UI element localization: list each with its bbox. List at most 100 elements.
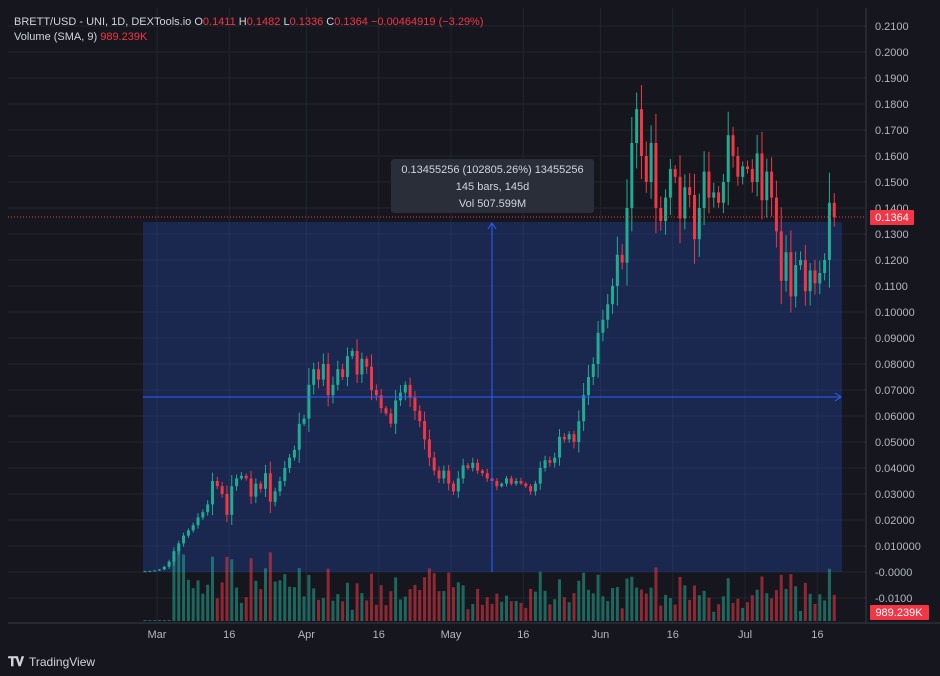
volume-bar	[707, 597, 711, 621]
volume-bar	[664, 594, 668, 621]
volume-bar	[418, 589, 422, 621]
candle-body	[437, 470, 441, 479]
volume-label[interactable]: Volume (SMA, 9)	[14, 31, 98, 43]
candle-body	[553, 457, 557, 463]
volume-bar	[736, 598, 740, 621]
candle-body	[794, 265, 798, 297]
time-axis[interactable]: Mar 16 Apr 16 May 16 Jun 16 Jul 16	[148, 629, 824, 641]
volume-bar	[591, 593, 595, 621]
candle-body	[664, 197, 668, 221]
price-axis[interactable]: 0.2100 0.2000 0.1900 0.1800 0.1700 0.1600 0.15…	[875, 21, 921, 605]
high-value: 0.1482	[246, 16, 281, 28]
candle-body	[558, 436, 562, 458]
price-tick-label: 0.02000	[875, 515, 915, 527]
candle-body	[177, 543, 181, 552]
price-tick-label: 0.1300	[875, 229, 909, 241]
candle-body	[408, 384, 412, 398]
volume-bar	[456, 582, 460, 621]
candle-body	[731, 135, 735, 156]
candle-body	[639, 109, 643, 156]
time-tick-label: 16	[667, 629, 679, 641]
time-tick-label: 16	[373, 629, 385, 641]
price-tick-label: 0.1900	[875, 73, 909, 85]
volume-bar	[582, 572, 586, 621]
candle-body	[336, 369, 340, 385]
volume-bar	[567, 602, 571, 621]
candle-body	[418, 410, 422, 422]
volume-bar	[572, 593, 576, 621]
volume-bar	[206, 584, 210, 621]
candle-body	[654, 143, 658, 208]
volume-bar	[336, 594, 340, 621]
volume-bar	[370, 573, 374, 621]
volume-bar	[341, 601, 345, 621]
candle-body	[341, 369, 345, 377]
candle-body	[538, 468, 542, 484]
candle-body	[827, 202, 831, 260]
candle-body	[254, 483, 258, 497]
volume-bar	[461, 585, 465, 621]
volume-bar	[365, 600, 369, 621]
candle-body	[582, 395, 586, 422]
candle-body	[495, 481, 499, 487]
candle-body	[447, 470, 451, 484]
time-tick-label: 16	[517, 629, 529, 641]
volume-bar	[153, 620, 157, 621]
open-label: O	[194, 16, 203, 28]
candle-body	[302, 418, 306, 424]
symbol-title[interactable]: BRETT/USD - UNI, 1D, DEXTools.io	[14, 16, 192, 28]
volume-bar	[235, 587, 239, 621]
volume-bar	[259, 589, 263, 621]
volume-bar	[220, 582, 224, 621]
candle-body	[249, 478, 253, 497]
volume-bar	[288, 586, 292, 621]
footer-branding[interactable]: 𝐓𝐕 TradingView	[8, 654, 95, 670]
candle-body	[702, 171, 706, 208]
volume-bar	[688, 599, 692, 621]
candle-body	[562, 436, 566, 440]
volume-bar	[408, 589, 412, 621]
candle-body	[239, 475, 243, 479]
candle-body	[673, 169, 677, 177]
candle-body	[225, 494, 229, 515]
price-tick-label: -0.0100	[875, 593, 912, 605]
volume-bar	[476, 588, 480, 621]
candle-body	[770, 171, 774, 198]
volume-bar	[471, 604, 475, 621]
volume-bar	[611, 588, 615, 621]
volume-bar	[514, 600, 518, 621]
price-tick-label: 0.06000	[875, 411, 915, 423]
volume-bar	[548, 604, 552, 621]
volume-bar	[317, 599, 321, 621]
volume-bar	[321, 597, 325, 621]
candle-body	[808, 270, 812, 292]
volume-bar	[239, 602, 243, 621]
price-tick-label: 0.07000	[875, 385, 915, 397]
volume-bar	[500, 601, 504, 621]
candle-body	[230, 486, 234, 515]
volume-bar	[635, 587, 639, 621]
volume-bar	[813, 603, 817, 621]
candle-body	[533, 483, 537, 492]
volume-bar	[432, 573, 436, 621]
volume-bar	[437, 591, 441, 621]
candle-body	[331, 384, 335, 396]
volume-bar	[779, 574, 783, 621]
candle-body	[688, 187, 692, 195]
candle-body	[466, 465, 470, 468]
candle-body	[162, 566, 166, 570]
volume-bar	[808, 593, 812, 621]
candle-body	[172, 551, 176, 562]
volume-bar	[553, 599, 557, 621]
ohlc-legend: BRETT/USD - UNI, 1D, DEXTools.io O0.1411…	[14, 16, 484, 28]
volume-bar	[731, 602, 735, 621]
candle-body	[321, 364, 325, 380]
close-label: C	[326, 16, 335, 28]
candle-body	[182, 535, 186, 544]
volume-bar	[292, 587, 296, 621]
volume-bar	[182, 554, 186, 621]
volume-bar	[558, 579, 562, 621]
volume-bar	[278, 580, 282, 621]
last-price-tag: 0.1364	[870, 210, 914, 225]
